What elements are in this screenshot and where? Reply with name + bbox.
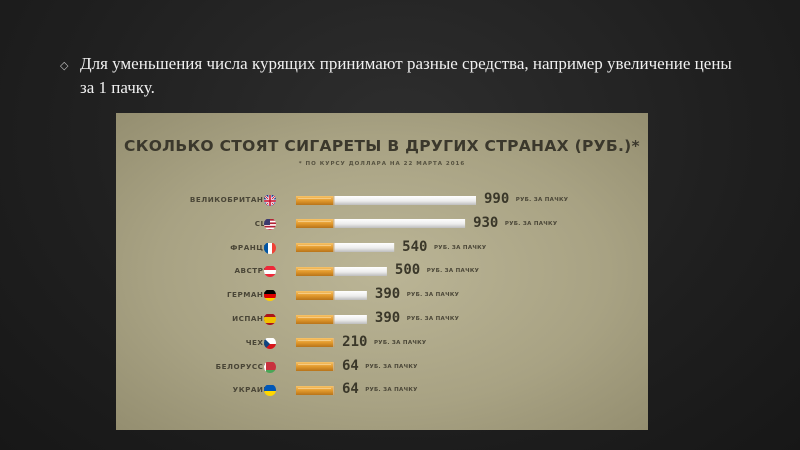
usa-flag-icon — [264, 218, 276, 230]
price-value: 390 — [374, 310, 401, 326]
austria-flag-icon — [264, 265, 276, 278]
ukraine-flag-icon — [264, 384, 276, 397]
price-bar — [296, 219, 466, 229]
country-label: США — [116, 219, 276, 228]
unit-label: РУБ. ЗА ПАЧКУ — [515, 197, 569, 203]
unit-label: РУБ. ЗА ПАЧКУ — [373, 339, 427, 346]
unit-label: РУБ. ЗА ПАЧКУ — [406, 292, 460, 299]
chart-title: СКОЛЬКО СТОЯТ СИГАРЕТЫ В ДРУГИХ СТРАНАХ … — [124, 137, 640, 155]
france-flag-icon — [264, 242, 276, 254]
price-value: 930 — [473, 214, 499, 231]
price-bar — [296, 338, 335, 348]
country-label: ЧЕХИЯ — [245, 337, 276, 347]
price-bar — [296, 195, 476, 205]
country-label: ГЕРМАНИЯ — [226, 290, 276, 300]
country-label: ФРАНЦИЯ — [230, 242, 276, 252]
uk-flag-icon — [264, 194, 276, 206]
unit-label: РУБ. ЗА ПАЧКУ — [365, 363, 418, 370]
price-bar — [296, 314, 367, 324]
price-bar — [296, 362, 335, 372]
unit-label: РУБ. ЗА ПАЧКУ — [504, 220, 558, 227]
price-bar — [296, 266, 387, 276]
price-value: 990 — [484, 191, 510, 207]
country-label: УКРАИНА — [232, 385, 276, 395]
diamond-bullet-icon: ◇ — [60, 59, 69, 72]
price-value: 500 — [394, 262, 421, 279]
price-bar — [296, 290, 367, 300]
chart-subtitle: * ПО КУРСУ ДОЛЛАРА НА 22 МАРТА 2016 — [298, 161, 466, 167]
country-label: ИСПАНИЯ — [232, 314, 276, 323]
unit-label: РУБ. ЗА ПАЧКУ — [365, 387, 418, 394]
country-label: ВЕЛИКОБРИТАНИЯ — [189, 195, 276, 204]
unit-label: РУБ. ЗА ПАЧКУ — [406, 316, 460, 322]
germany-flag-icon — [264, 289, 276, 302]
slide-bullet-text: Для уменьшения числа курящих принимают р… — [80, 54, 732, 97]
spain-flag-icon — [264, 313, 276, 325]
price-value: 540 — [402, 238, 428, 255]
price-value: 390 — [374, 286, 401, 303]
cigarette-price-chart: СКОЛЬКО СТОЯТ СИГАРЕТЫ В ДРУГИХ СТРАНАХ … — [116, 113, 648, 430]
czech-flag-icon — [264, 337, 276, 349]
price-value: 64 — [342, 381, 359, 398]
price-bar — [296, 243, 395, 253]
price-value: 210 — [342, 333, 368, 350]
price-value: 64 — [342, 357, 359, 374]
unit-label: РУБ. ЗА ПАЧКУ — [426, 268, 480, 275]
belarus-flag-icon — [264, 361, 276, 373]
country-label: БЕЛОРУССИЯ — [215, 361, 276, 371]
unit-label: РУБ. ЗА ПАЧКУ — [433, 244, 487, 251]
price-bar — [296, 385, 335, 395]
country-label: АВСТРИЯ — [234, 266, 276, 276]
